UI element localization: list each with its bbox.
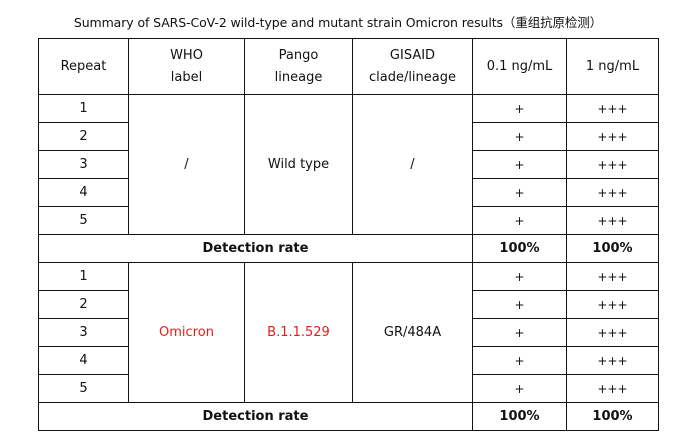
result-low-cell: +	[472, 318, 567, 347]
pango-lineage-cell: B.1.1.529	[244, 262, 353, 403]
header-who-line1: WHO	[170, 47, 203, 63]
detection-rate-high: 100%	[566, 402, 659, 431]
repeat-cell: 2	[38, 122, 129, 151]
table-row: 3 + +++	[38, 150, 659, 179]
result-low-cell: +	[472, 178, 567, 207]
table-row: 3 + +++	[38, 318, 659, 347]
result-low-cell: +	[472, 290, 567, 319]
repeat-cell: 4	[38, 178, 129, 207]
who-label-cell: Omicron	[128, 262, 245, 403]
result-low-cell: +	[472, 94, 567, 123]
repeat-cell: 2	[38, 290, 129, 319]
header-pango-line1: Pango	[278, 47, 319, 63]
repeat-cell: 1	[38, 262, 129, 291]
repeat-cell: 3	[38, 150, 129, 179]
detection-rate-label: Detection rate	[38, 234, 473, 263]
table-row: 5 + +++	[38, 374, 659, 403]
header-gisaid-line1: GISAID	[389, 47, 436, 63]
repeat-cell: 5	[38, 206, 129, 235]
result-low-cell: +	[472, 262, 567, 291]
header-gisaid: GISAID clade/lineage	[352, 38, 473, 95]
header-repeat: Repeat	[38, 38, 129, 95]
result-high-cell: +++	[566, 262, 659, 291]
detection-rate-label: Detection rate	[38, 402, 473, 431]
result-high-cell: +++	[566, 150, 659, 179]
table-body: 1/Wild type / + +++ 2 + +++ 3 + +++ 4 + +++ 5 + +++ Dete…	[38, 94, 659, 431]
header-pango-lineage: Pango lineage	[244, 38, 353, 95]
header-pango-line2: lineage	[274, 69, 323, 85]
table-row: 4 + +++	[38, 346, 659, 375]
result-low-cell: +	[472, 346, 567, 375]
detection-rate-high: 100%	[566, 234, 659, 263]
header-conc-low: 0.1 ng/mL	[472, 38, 567, 95]
result-low-cell: +	[472, 150, 567, 179]
result-high-cell: +++	[566, 374, 659, 403]
table-caption: Summary of SARS-CoV-2 wild-type and muta…	[73, 15, 603, 30]
pango-lineage-cell: Wild type	[244, 94, 353, 235]
result-low-cell: +	[472, 374, 567, 403]
result-high-cell: +++	[566, 178, 659, 207]
table-row: 1 Omicron B.1.1.529 GR/484A + +++	[38, 262, 659, 403]
result-low-cell: +	[472, 206, 567, 235]
result-low-cell: +	[472, 122, 567, 151]
repeat-cell: 5	[38, 374, 129, 403]
detection-rate-low: 100%	[472, 234, 567, 263]
repeat-cell: 4	[38, 346, 129, 375]
who-label-cell: /	[128, 94, 245, 235]
result-high-cell: +++	[566, 318, 659, 347]
result-high-cell: +++	[566, 290, 659, 319]
header-who-label: WHO label	[128, 38, 245, 95]
table-row: 1/Wild type / + +++	[38, 94, 659, 235]
result-high-cell: +++	[566, 122, 659, 151]
header-conc-high: 1 ng/mL	[566, 38, 659, 95]
detection-rate-low: 100%	[472, 402, 567, 431]
header-row: Repeat WHO label Pango lineage GISAID cl…	[38, 38, 659, 95]
result-high-cell: +++	[566, 346, 659, 375]
gisaid-cell: GR/484A	[352, 262, 473, 403]
detection-rate-row: Detection rate 100% 100%	[38, 234, 659, 263]
repeat-cell: 3	[38, 318, 129, 347]
detection-rate-row: Detection rate 100% 100%	[38, 402, 659, 431]
gisaid-cell: /	[352, 94, 473, 235]
result-high-cell: +++	[566, 94, 659, 123]
result-high-cell: +++	[566, 206, 659, 235]
header-gisaid-line2: clade/lineage	[368, 69, 457, 85]
table-row: 2 + +++	[38, 290, 659, 319]
repeat-cell: 1	[38, 94, 129, 123]
header-who-line2: label	[170, 69, 203, 85]
results-table: Repeat WHO label Pango lineage GISAID cl…	[38, 38, 659, 431]
